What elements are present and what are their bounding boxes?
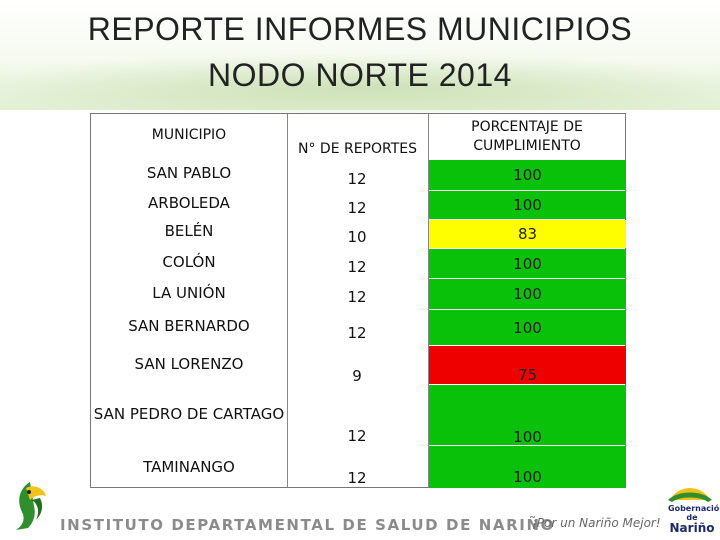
percent-cell: 100 xyxy=(429,385,626,446)
reportes-cell: 9 xyxy=(352,367,362,385)
title-line-2: NODO NORTE 2014 xyxy=(208,57,512,93)
gobernacion-logo-line1: Gobernación de xyxy=(668,504,720,522)
header-porcentaje-line1: PORCENTAJE DE xyxy=(471,119,583,135)
gobernacion-logo-line2: Nariño xyxy=(669,521,715,535)
header-reportes: N° DE REPORTES xyxy=(297,141,418,157)
municipio-cell: SAN LORENZO xyxy=(134,355,244,373)
percent-value: 100 xyxy=(513,468,542,486)
reportes-cell: 12 xyxy=(347,258,367,276)
title-line-1: REPORTE INFORMES MUNICIPIOS xyxy=(87,11,633,47)
reportes-cell: 12 xyxy=(347,427,367,445)
percent-cell: 100 xyxy=(429,160,626,190)
percent-cell: 100 xyxy=(429,279,626,309)
percent-cell: 100 xyxy=(429,446,626,488)
reportes-cell: 12 xyxy=(347,288,367,306)
footer-slogan: ¡Por un Nariño Mejor! xyxy=(532,516,661,530)
percent-cell: 83 xyxy=(429,220,626,248)
percent-value: 100 xyxy=(513,428,542,446)
gobernacion-narino-logo-icon xyxy=(668,488,712,502)
municipio-cell: SAN PEDRO DE CARTAGO xyxy=(93,405,285,423)
municipio-cell: BELÉN xyxy=(164,222,214,240)
municipio-cell: LA UNIÓN xyxy=(152,284,226,302)
reportes-cell: 12 xyxy=(347,170,367,188)
municipio-cell: ARBOLEDA xyxy=(148,194,230,212)
percent-value: 100 xyxy=(513,166,542,184)
percent-cell: 100 xyxy=(429,249,626,278)
report-table: MUNICIPIO N° DE REPORTES PORCENTAJE DE C… xyxy=(90,113,626,488)
header-porcentaje: PORCENTAJE DE CUMPLIMIENTO xyxy=(428,118,626,156)
percent-value: 100 xyxy=(513,285,542,303)
municipio-cell: SAN PABLO xyxy=(146,164,232,182)
municipio-cell: TAMINANGO xyxy=(143,458,235,476)
percent-value: 75 xyxy=(517,366,538,384)
reportes-cell: 12 xyxy=(347,324,367,342)
gobernacion-logo-text: Gobernación de Nariño xyxy=(668,504,720,535)
footer-institution: INSTITUTO DEPARTAMENTAL DE SALUD DE NARI… xyxy=(60,516,555,534)
percent-cell: 75 xyxy=(429,346,626,384)
percent-cell: 100 xyxy=(429,310,626,345)
title-background xyxy=(0,0,720,122)
header-municipio: MUNICIPIO xyxy=(151,127,227,143)
percent-value: 100 xyxy=(513,318,542,337)
column-divider xyxy=(428,114,429,487)
column-divider xyxy=(287,114,288,487)
reportes-cell: 12 xyxy=(347,199,367,217)
slide-title: REPORTE INFORMES MUNICIPIOS NODO NORTE 2… xyxy=(0,6,720,98)
percent-value: 83 xyxy=(517,225,538,243)
header-porcentaje-line2: CUMPLIMIENTO xyxy=(473,138,581,154)
percent-value: 100 xyxy=(513,254,542,273)
percent-cell: 100 xyxy=(429,191,626,219)
municipio-cell: SAN BERNARDO xyxy=(128,317,250,335)
bird-logo-icon xyxy=(16,482,46,530)
reportes-cell: 10 xyxy=(347,228,367,246)
percent-value: 100 xyxy=(513,196,542,214)
reportes-cell: 12 xyxy=(347,469,367,487)
municipio-cell: COLÓN xyxy=(162,253,216,271)
